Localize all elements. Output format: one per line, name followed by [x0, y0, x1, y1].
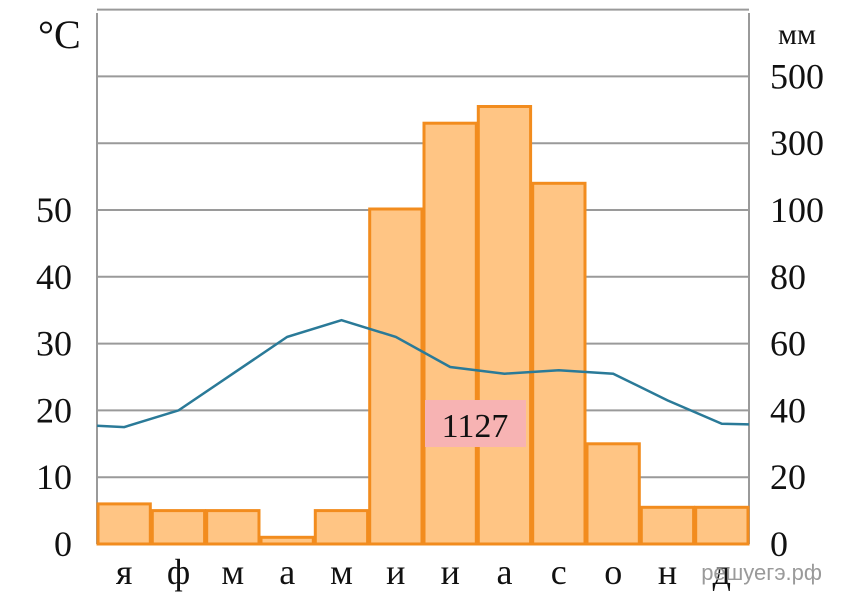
- left-axis-ticks: 0 10 20 30 40 50: [36, 190, 72, 564]
- precipitation-bar: [313, 509, 370, 546]
- right-axis-unit: мм: [778, 18, 816, 51]
- precipitation-bar: [259, 535, 315, 546]
- right-tick-label: 100: [770, 190, 824, 230]
- month-label: я: [116, 552, 133, 592]
- left-tick-label: 40: [36, 257, 72, 297]
- month-label: м: [221, 552, 244, 592]
- right-tick-label: 80: [770, 257, 806, 297]
- month-label: д: [713, 552, 731, 592]
- left-axis-unit: °C: [38, 12, 81, 57]
- watermark: решуегэ.рф: [701, 560, 822, 585]
- month-label: а: [497, 552, 513, 592]
- precipitation-bar: [531, 181, 587, 546]
- left-tick-label: 0: [54, 524, 72, 564]
- left-tick-label: 30: [36, 324, 72, 364]
- right-tick-label: 20: [770, 457, 806, 497]
- right-tick-label: 500: [770, 56, 824, 96]
- month-label: ф: [167, 552, 190, 592]
- month-label: и: [386, 552, 405, 592]
- annotation-background: [425, 400, 526, 447]
- month-label: м: [330, 552, 353, 592]
- annual-precipitation-annotation: 1127: [442, 408, 509, 445]
- precipitation-bar: [368, 207, 424, 546]
- left-tick-label: 50: [36, 190, 72, 230]
- precipitation-bar: [585, 442, 641, 546]
- precipitation-bar: [694, 505, 750, 546]
- precipitation-bar: [476, 105, 533, 546]
- left-tick-label: 20: [36, 390, 72, 430]
- left-tick-label: 10: [36, 457, 72, 497]
- right-tick-label: 60: [770, 324, 806, 364]
- right-tick-label: 0: [770, 524, 788, 564]
- temperature-line: [96, 318, 750, 429]
- precipitation-bar: [150, 509, 207, 546]
- precipitation-bar: [205, 509, 261, 546]
- precipitation-bar: [96, 502, 152, 546]
- month-label: с: [551, 552, 567, 592]
- month-label: и: [441, 552, 460, 592]
- precipitation-bar: [422, 121, 478, 546]
- month-label: о: [604, 552, 622, 592]
- month-label: а: [279, 552, 295, 592]
- precipitation-bar: [639, 505, 696, 546]
- right-tick-label: 40: [770, 390, 806, 430]
- precipitation-bars: [96, 105, 750, 546]
- right-tick-label: 300: [770, 123, 824, 163]
- right-axis-ticks: 0 20 40 60 80 100 300 500: [770, 56, 824, 564]
- month-label: н: [658, 552, 677, 592]
